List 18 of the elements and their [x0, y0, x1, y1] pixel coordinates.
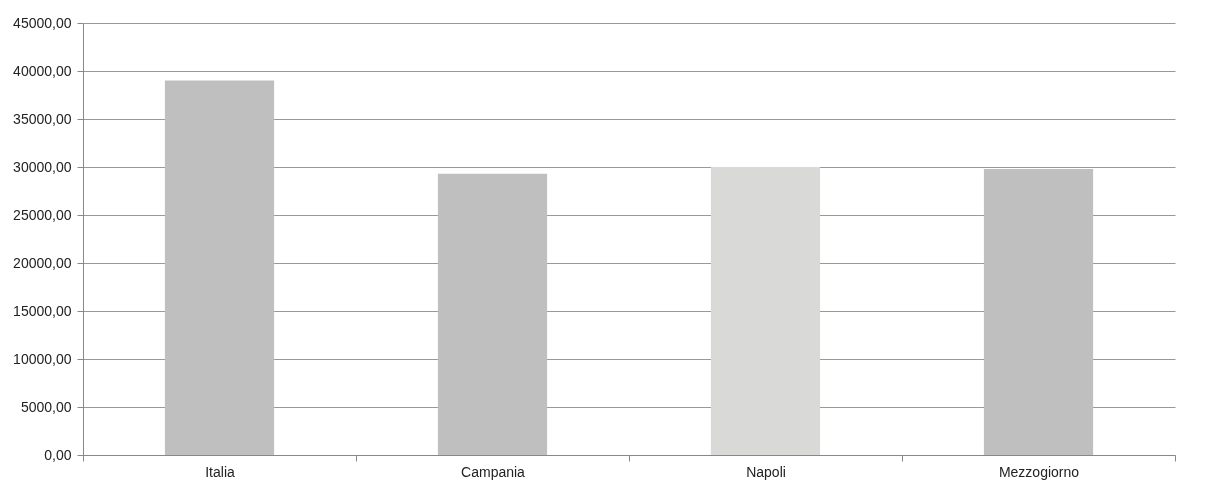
bar [437, 173, 548, 455]
y-tick-label: 20000,00 [13, 254, 72, 271]
bar [983, 168, 1094, 455]
y-tick-label: 10000,00 [13, 350, 72, 367]
x-tick-label: Campania [461, 463, 526, 480]
x-tick-label: Italia [205, 463, 235, 480]
y-tick-label: 25000,00 [13, 206, 72, 223]
y-tick-label: 0,00 [44, 446, 72, 463]
x-tick-label: Mezzogiorno [998, 463, 1080, 480]
bar [164, 80, 275, 455]
y-tick-label: 45000,00 [13, 14, 72, 31]
x-tick-label: Napoli [746, 463, 786, 480]
y-tick-label: 5000,00 [20, 398, 72, 415]
y-tick-label: 15000,00 [13, 302, 72, 319]
y-tick-label: 30000,00 [13, 158, 72, 175]
y-tick-label: 40000,00 [13, 62, 72, 79]
bar [710, 167, 821, 455]
y-tick-label: 35000,00 [13, 110, 72, 127]
